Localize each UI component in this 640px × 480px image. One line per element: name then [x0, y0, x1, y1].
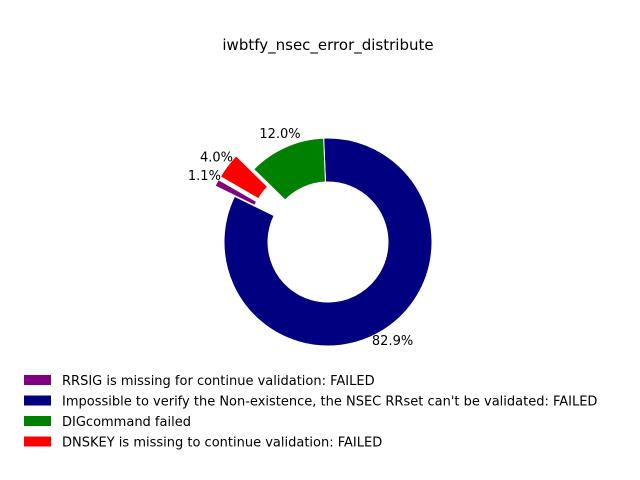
percent-labels: 1.1% 82.9% 12.0% 4.0% — [188, 127, 413, 349]
legend-swatch — [24, 395, 51, 406]
pie-slice — [223, 137, 433, 347]
pie-slice — [219, 155, 269, 200]
chart-title: iwbtfy_nsec_error_distribute — [222, 36, 433, 55]
legend-label: Impossible to verify the Non-existence, … — [62, 395, 597, 410]
legend: RRSIG is missing for continue validation… — [24, 374, 597, 451]
legend-swatch — [24, 436, 51, 447]
legend-label: DIGcommand failed — [62, 415, 191, 430]
legend-swatch — [24, 375, 51, 385]
pie-slice — [214, 178, 258, 206]
slice-percent-label: 12.0% — [259, 127, 300, 142]
legend-swatch — [24, 416, 51, 426]
slice-percent-label: 4.0% — [200, 150, 233, 165]
pie-slice — [252, 137, 327, 201]
slice-percent-label: 82.9% — [372, 334, 413, 349]
legend-label: DNSKEY is missing to continue validation… — [62, 436, 382, 451]
pie-slices — [214, 137, 433, 347]
legend-label: RRSIG is missing for continue validation… — [62, 374, 375, 389]
slice-percent-label: 1.1% — [188, 169, 221, 184]
